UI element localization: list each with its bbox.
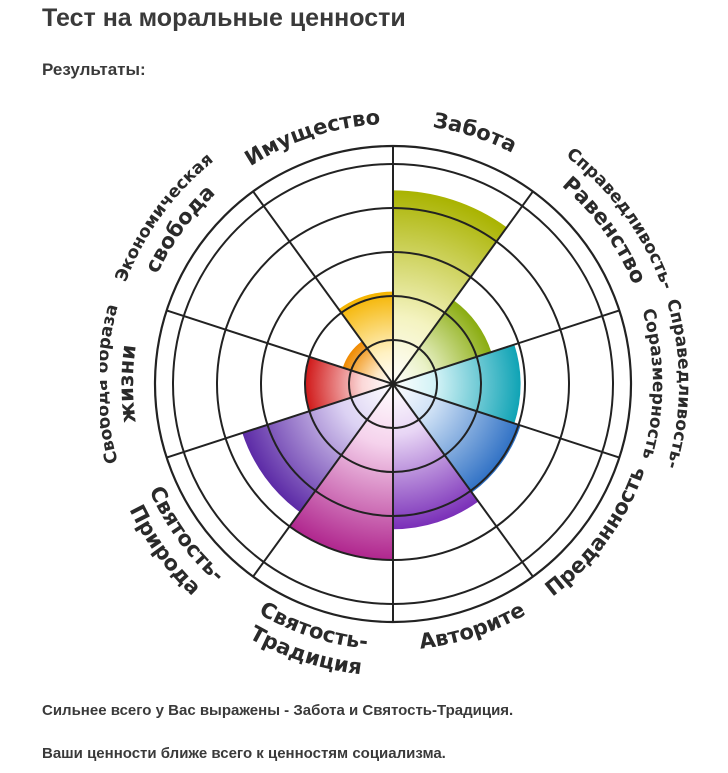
grid-group <box>153 144 633 624</box>
spoke-line <box>392 190 534 385</box>
sector-bar <box>242 384 393 513</box>
sector-group <box>242 190 521 560</box>
sector-bar <box>393 384 521 493</box>
closest-ideology-text: Ваши ценности ближе всего к ценностям со… <box>42 745 446 762</box>
category-label: Справедливость- <box>563 144 678 292</box>
strongest-values-text: Сильнее всего у Вас выражены - Забота и … <box>42 702 514 719</box>
moral-values-chart: ЗаботаСправедливость-РавенствоСправедлив… <box>100 92 690 692</box>
spoke-line <box>252 190 394 385</box>
spoke-line <box>392 383 534 578</box>
sector-bar <box>393 344 521 424</box>
sector-bar <box>338 291 393 384</box>
sector-bar <box>289 384 393 560</box>
spoke-line <box>392 383 620 459</box>
spoke-line <box>252 383 394 578</box>
sector-bar <box>342 341 393 384</box>
spoke-line <box>392 309 620 385</box>
category-label: Забота <box>431 108 520 157</box>
sector-bar <box>393 300 492 384</box>
results-heading: Результаты: <box>42 60 146 79</box>
category-label: Авторите <box>418 598 529 654</box>
category-label: Соразмерность <box>638 306 669 461</box>
sector-bar <box>393 384 479 530</box>
spoke-line <box>166 383 394 459</box>
polar-chart-svg: ЗаботаСправедливость-РавенствоСправедлив… <box>100 105 690 679</box>
category-label: жизни <box>114 343 141 424</box>
spoke-line <box>166 309 394 385</box>
sector-bar <box>393 190 507 384</box>
page-title: Тест на моральные ценности <box>42 4 406 32</box>
